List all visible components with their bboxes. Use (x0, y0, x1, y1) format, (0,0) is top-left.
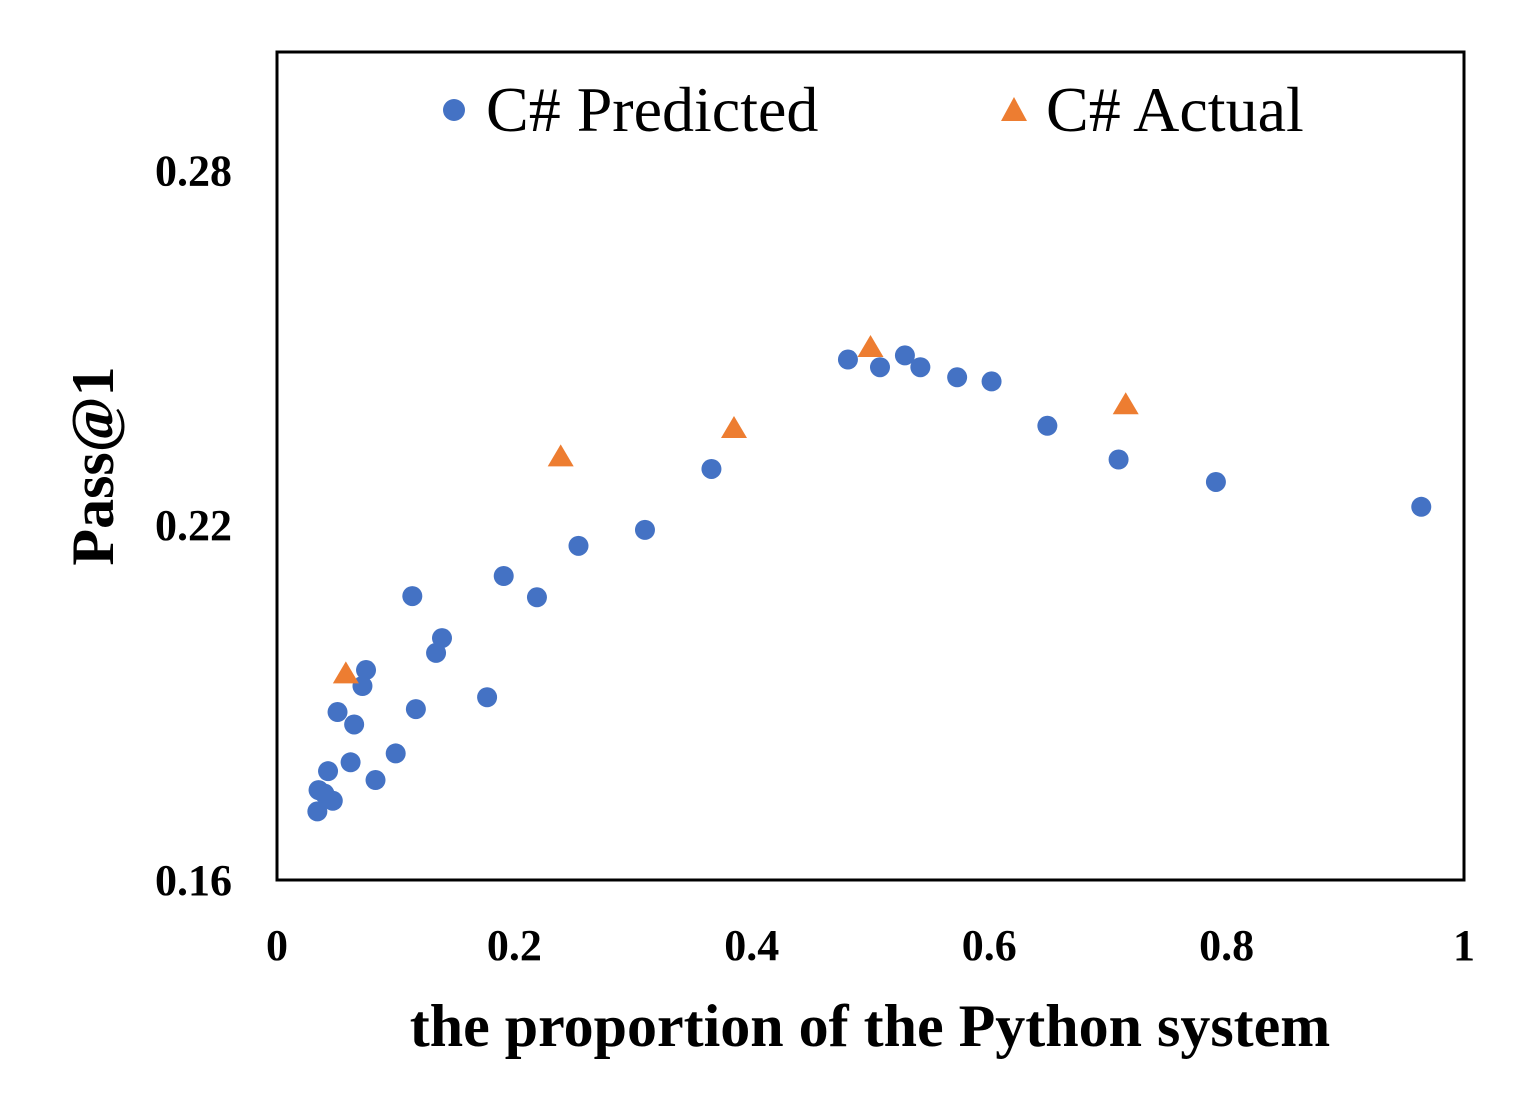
series-actual (332, 334, 1139, 684)
y-tick-labels: 0.16 0.22 0.28 (155, 146, 232, 905)
y-tick-label: 0.16 (155, 856, 232, 905)
data-point-predicted (322, 790, 343, 811)
plot-area-frame (275, 50, 1466, 882)
data-point-predicted (352, 676, 373, 697)
data-point-predicted (307, 801, 328, 822)
data-point-predicted (837, 349, 858, 370)
data-point-predicted (981, 371, 1002, 392)
data-point-actual (857, 334, 884, 357)
x-tick-label: 0.4 (724, 921, 779, 970)
y-axis-title: Pass@1 (60, 366, 126, 565)
legend-marker-predicted (443, 99, 465, 121)
data-point-predicted (493, 566, 514, 587)
data-point-predicted (344, 714, 365, 735)
data-point-actual (720, 415, 747, 438)
data-point-predicted (327, 702, 348, 723)
x-tick-label: 0.8 (1199, 921, 1254, 970)
series-predicted (307, 345, 1432, 822)
y-tick-label: 0.22 (155, 501, 232, 550)
data-point-predicted (402, 586, 423, 607)
x-tick-label: 0 (266, 921, 288, 970)
data-point-predicted (1205, 471, 1226, 492)
data-point-predicted (318, 761, 339, 782)
x-axis-title: the proportion of the Python system (410, 993, 1331, 1059)
x-tick-label: 0.2 (487, 921, 542, 970)
data-point-predicted (910, 357, 931, 378)
data-point-predicted (1037, 415, 1058, 436)
data-point-actual (547, 444, 574, 467)
data-point-predicted (385, 743, 406, 764)
legend-marker-actual (1001, 97, 1027, 121)
data-point-predicted (356, 660, 377, 681)
data-point-predicted (1108, 449, 1129, 470)
data-point-predicted (405, 699, 426, 720)
legend: C# Predicted C# Actual (443, 74, 1304, 145)
data-point-predicted (894, 345, 915, 366)
data-point-actual (1112, 392, 1139, 415)
data-point-predicted (701, 458, 722, 479)
x-tick-labels: 0 0.2 0.4 0.6 0.8 1 (266, 921, 1475, 970)
series-layer (307, 334, 1432, 822)
data-point-predicted (431, 628, 452, 649)
data-point-predicted (947, 367, 968, 388)
data-point-predicted (1411, 496, 1432, 517)
data-point-actual (332, 661, 359, 684)
data-point-predicted (340, 752, 361, 773)
x-tick-label: 0.6 (962, 921, 1017, 970)
data-point-predicted (526, 587, 547, 608)
data-point-predicted (634, 519, 655, 540)
x-tick-label: 1 (1453, 921, 1475, 970)
legend-label-actual: C# Actual (1046, 74, 1304, 145)
data-point-predicted (365, 770, 386, 791)
legend-label-predicted: C# Predicted (486, 74, 818, 145)
data-point-predicted (477, 687, 498, 708)
data-point-predicted (869, 357, 890, 378)
data-point-predicted (568, 535, 589, 556)
y-tick-label: 0.28 (155, 146, 232, 195)
